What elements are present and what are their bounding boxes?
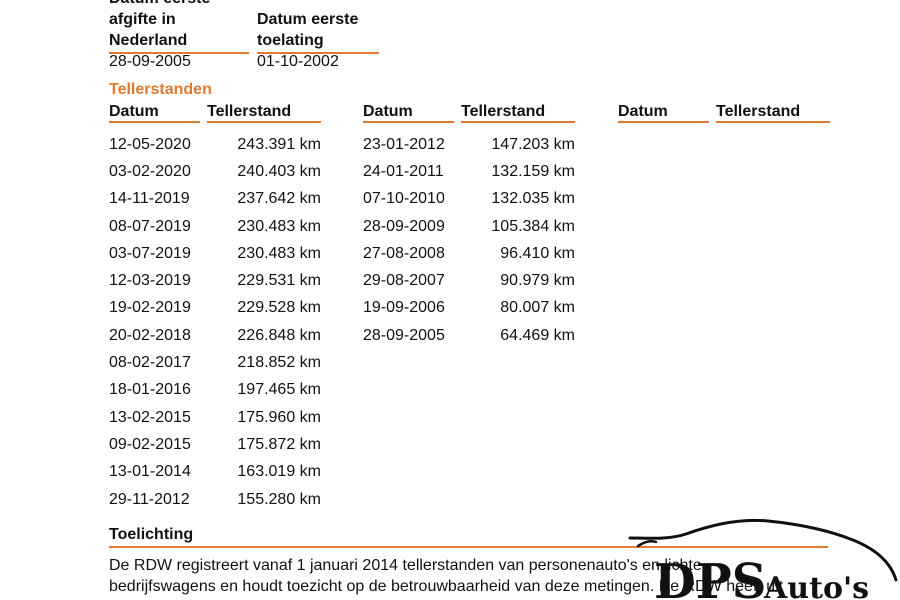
row-date: 08-02-2017 (109, 354, 191, 372)
row-date: 28-09-2009 (363, 217, 445, 235)
row-reading: 64.469 km (500, 326, 575, 344)
first-admission-label-line2: toelating (257, 32, 324, 49)
table-row: 23-01-2012 147.203 km (363, 131, 575, 158)
table-row: 12-03-2019 229.531 km (109, 267, 321, 294)
first-admission-header: Datum eerste toelating (257, 9, 379, 54)
car-silhouette-logo-icon: DPS Auto's (628, 518, 898, 600)
row-reading: 229.531 km (237, 272, 321, 290)
date-column-header: Datum (618, 103, 709, 123)
table-header: Datum Tellerstand (618, 103, 830, 123)
row-reading: 96.410 km (500, 244, 575, 262)
first-registration-nl-header: Datum eerste afgifte in Nederland (109, 0, 249, 54)
row-date: 13-02-2015 (109, 408, 191, 426)
row-reading: 132.159 km (491, 162, 575, 180)
row-date: 09-02-2015 (109, 435, 191, 453)
row-reading: 105.384 km (491, 217, 575, 235)
date-column-header: Datum (363, 103, 454, 123)
row-reading: 90.979 km (500, 272, 575, 290)
row-reading: 237.642 km (237, 190, 321, 208)
reading-column-header: Tellerstand (461, 103, 575, 123)
reading-column-header: Tellerstand (207, 103, 321, 123)
table-row: 08-02-2017 218.852 km (109, 349, 321, 376)
row-reading: 163.019 km (237, 463, 321, 481)
row-reading: 175.960 km (237, 408, 321, 426)
row-date: 12-05-2020 (109, 135, 191, 153)
table-header: Datum Tellerstand (363, 103, 575, 123)
table-row: 03-02-2020 240.403 km (109, 158, 321, 185)
row-date: 19-02-2019 (109, 299, 191, 317)
row-reading: 230.483 km (237, 244, 321, 262)
row-reading: 132.035 km (491, 190, 575, 208)
row-date: 07-10-2010 (363, 190, 445, 208)
odometer-table-2: Datum Tellerstand 23-01-2012 147.203 km 2… (363, 103, 575, 349)
row-date: 18-01-2016 (109, 381, 191, 399)
first-registration-nl-label-line2: afgifte in (109, 11, 176, 28)
row-reading: 243.391 km (237, 135, 321, 153)
first-admission-label-line1: Datum eerste (257, 11, 359, 28)
row-date: 29-11-2012 (109, 490, 190, 508)
odometer-table-1: Datum Tellerstand 12-05-2020 243.391 km 0… (109, 103, 321, 513)
table-row: 24-01-2011 132.159 km (363, 158, 575, 185)
row-date: 27-08-2008 (363, 244, 445, 262)
row-reading: 147.203 km (491, 135, 575, 153)
row-date: 08-07-2019 (109, 217, 191, 235)
first-registration-nl-value: 28-09-2005 (109, 53, 191, 70)
table-row: 12-05-2020 243.391 km (109, 131, 321, 158)
row-date: 13-01-2014 (109, 463, 191, 481)
row-date: 23-01-2012 (363, 135, 445, 153)
table-header: Datum Tellerstand (109, 103, 321, 123)
explanation-line-1: De RDW registreert vanaf 1 januari 2014 … (109, 557, 702, 574)
row-date: 03-02-2020 (109, 162, 191, 180)
row-date: 19-09-2006 (363, 299, 445, 317)
table-row: 18-01-2016 197.465 km (109, 377, 321, 404)
reading-column-header: Tellerstand (716, 103, 830, 123)
row-reading: 155.280 km (237, 490, 321, 508)
first-admission-value: 01-10-2002 (257, 53, 339, 70)
table-row: 28-09-2009 105.384 km (363, 213, 575, 240)
row-reading: 197.465 km (237, 381, 321, 399)
row-date: 29-08-2007 (363, 272, 445, 290)
table-row: 19-09-2006 80.007 km (363, 295, 575, 322)
odometer-section-title: Tellerstanden (109, 81, 212, 98)
table-row: 14-11-2019 237.642 km (109, 186, 321, 213)
table-row: 20-02-2018 226.848 km (109, 322, 321, 349)
explanation-divider (109, 546, 828, 548)
table-row: 13-02-2015 175.960 km (109, 404, 321, 431)
row-date: 24-01-2011 (363, 162, 444, 180)
row-reading: 240.403 km (237, 162, 321, 180)
row-reading: 80.007 km (500, 299, 575, 317)
row-reading: 218.852 km (237, 354, 321, 372)
table-row: 29-08-2007 90.979 km (363, 267, 575, 294)
table-row: 27-08-2008 96.410 km (363, 240, 575, 267)
explanation-title: Toelichting (109, 526, 194, 543)
row-date: 03-07-2019 (109, 244, 191, 262)
table-row: 28-09-2005 64.469 km (363, 322, 575, 349)
row-reading: 226.848 km (237, 326, 321, 344)
table-row: 13-01-2014 163.019 km (109, 459, 321, 486)
row-reading: 229.528 km (237, 299, 321, 317)
table-row: 08-07-2019 230.483 km (109, 213, 321, 240)
dps-autos-logo: DPS Auto's (628, 518, 900, 600)
table-row: 03-07-2019 230.483 km (109, 240, 321, 267)
table-row: 29-11-2012 155.280 km (109, 486, 321, 513)
row-date: 28-09-2005 (363, 326, 445, 344)
logo-text-main: DPS (654, 554, 766, 600)
explanation-line-2: bedrijfswagens en houdt toezicht op de b… (109, 578, 784, 595)
row-date: 20-02-2018 (109, 326, 191, 344)
row-reading: 230.483 km (237, 217, 321, 235)
table-row: 09-02-2015 175.872 km (109, 431, 321, 458)
table-row: 07-10-2010 132.035 km (363, 186, 575, 213)
date-column-header: Datum (109, 103, 200, 123)
first-registration-nl-label-line3: Nederland (109, 32, 188, 49)
odometer-table-3: Datum Tellerstand (618, 103, 830, 123)
first-registration-nl-label-line1: Datum eerste (109, 0, 249, 9)
logo-text-sub: Auto's (763, 571, 869, 600)
row-date: 12-03-2019 (109, 272, 191, 290)
table-row: 19-02-2019 229.528 km (109, 295, 321, 322)
row-date: 14-11-2019 (109, 190, 190, 208)
row-reading: 175.872 km (237, 435, 321, 453)
